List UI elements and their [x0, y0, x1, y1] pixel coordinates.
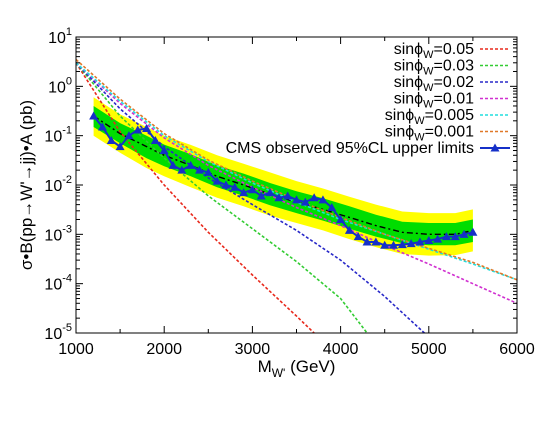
observed-point	[459, 229, 469, 238]
observed-point	[353, 232, 363, 241]
observed-point	[371, 237, 381, 246]
observed-point	[159, 146, 169, 155]
observed-point	[450, 232, 460, 241]
observed-point	[124, 131, 134, 140]
observed-point	[256, 191, 266, 200]
x-tick-label: 4000	[323, 341, 359, 358]
observed-point	[318, 195, 328, 204]
legend-label-3: sinϕW=0.01	[394, 91, 474, 111]
y-tick-label: 101	[48, 26, 72, 47]
y-axis-label: σ•B(pp→W'→jj)•A (pb)	[17, 100, 36, 270]
observed-point	[309, 193, 319, 202]
observed-point	[247, 185, 257, 194]
observed-point	[203, 167, 213, 176]
observed-point	[142, 123, 152, 132]
y-tick-label: 10-2	[44, 174, 72, 195]
observed-point	[133, 125, 143, 134]
observed-point	[327, 202, 337, 211]
x-tick-label: 3000	[235, 341, 271, 358]
theory-curve-0	[76, 62, 315, 333]
y-tick-label: 100	[48, 75, 72, 96]
theory-curve-1	[76, 62, 368, 333]
observed-point	[362, 237, 372, 246]
observed-point	[150, 135, 160, 144]
theory-curve-5	[76, 58, 517, 281]
observed-point	[389, 240, 399, 249]
legend-label-observed: CMS observed 95%CL upper limits	[226, 140, 474, 157]
observed-point	[292, 195, 301, 204]
legend-label-0: sinϕW=0.05	[394, 41, 474, 61]
x-tick-label: 1000	[58, 341, 94, 358]
observed-point	[344, 225, 354, 234]
observed-point	[106, 135, 116, 144]
observed-point	[274, 193, 284, 202]
legend-marker-observed	[490, 143, 500, 152]
x-tick-label: 5000	[411, 341, 447, 358]
observed-point	[97, 122, 107, 131]
observed-point	[380, 240, 390, 249]
legend-label-2: sinϕW=0.02	[394, 74, 474, 94]
legend-label-4: sinϕW=0.005	[385, 107, 474, 127]
y-tick-label: 10-4	[44, 273, 72, 294]
observed-limit	[89, 111, 478, 249]
observed-point	[194, 165, 204, 174]
band-1sigma	[93, 106, 473, 246]
legend: sinϕW=0.05sinϕW=0.03sinϕW=0.02sinϕW=0.01…	[226, 41, 510, 157]
observed-point	[115, 142, 125, 151]
expected-limit-line	[93, 115, 474, 235]
observed-point	[424, 235, 434, 244]
x-tick-label: 6000	[499, 341, 535, 358]
y-tick-label: 10-3	[44, 223, 72, 244]
observed-point	[336, 214, 346, 223]
observed-point	[221, 180, 231, 189]
observed-point	[177, 165, 187, 174]
observed-point	[283, 191, 293, 200]
confidence-bands	[93, 97, 474, 256]
observed-point	[397, 240, 407, 249]
observed-point	[406, 239, 416, 248]
observed-point	[230, 182, 240, 191]
observed-point	[265, 188, 275, 197]
legend-label-1: sinϕW=0.03	[394, 58, 474, 78]
observed-point	[168, 160, 178, 169]
legend-label-5: sinϕW=0.001	[385, 124, 474, 144]
observed-point	[433, 234, 443, 243]
observed-point	[89, 111, 99, 120]
observed-point	[186, 160, 196, 169]
observed-point	[239, 188, 249, 197]
axis-ticks: 1000 2000 3000 4000 5000 6000 10-5 10-4 10-3 10-2…	[44, 26, 534, 358]
observed-point	[300, 197, 310, 206]
observed-point	[441, 232, 451, 241]
observed-point	[468, 227, 478, 236]
y-tick-label: 10-1	[44, 125, 72, 146]
x-tick-label: 2000	[146, 341, 182, 358]
theory-curve-2	[76, 62, 425, 333]
theory-curve-3	[76, 62, 517, 305]
observed-point	[212, 176, 222, 185]
y-tick-label: 10-5	[44, 322, 72, 343]
observed-point	[415, 237, 425, 246]
x-axis-label: MW' (GeV)	[258, 357, 336, 380]
